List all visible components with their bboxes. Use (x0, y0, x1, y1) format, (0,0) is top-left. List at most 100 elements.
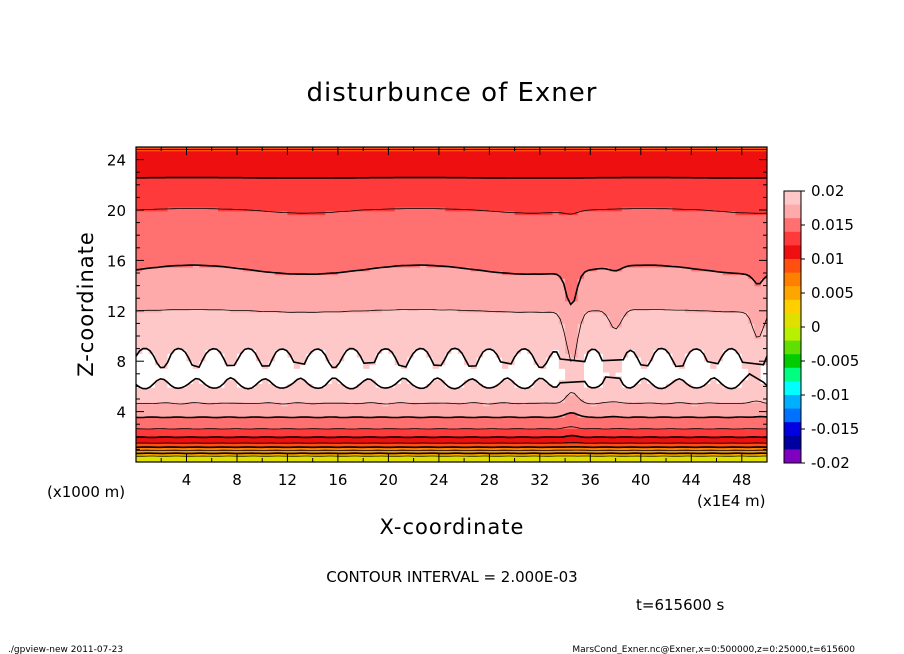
heatmap-cell (262, 383, 270, 388)
heatmap-cell (154, 300, 162, 306)
heatmap-cell (438, 285, 446, 291)
heatmap-cell (262, 372, 270, 377)
heatmap-cell (281, 383, 289, 388)
heatmap-cell (230, 357, 238, 362)
heatmap-cell (451, 300, 459, 306)
heatmap-cell (489, 439, 497, 444)
heatmap-cell (432, 420, 440, 426)
heatmap-cell (640, 387, 648, 392)
heatmap-cell (331, 405, 339, 411)
heatmap-cell (199, 409, 207, 414)
heatmap-cell (205, 364, 213, 369)
heatmap-cell (451, 390, 459, 396)
heatmap-cell (508, 394, 516, 399)
heatmap-cell (722, 312, 730, 317)
heatmap-cell (350, 327, 358, 332)
heatmap-cell (457, 315, 465, 321)
heatmap-cell (508, 387, 516, 392)
heatmap-cell (192, 428, 200, 433)
heatmap-cell (451, 447, 459, 452)
heatmap-cell (729, 338, 737, 343)
heatmap-cell (577, 304, 585, 309)
heatmap-cell (647, 319, 655, 324)
heatmap-cell (445, 293, 453, 298)
heatmap-cell (274, 364, 282, 369)
heatmap-cell (735, 458, 743, 462)
heatmap-cell (445, 364, 453, 369)
heatmap-cell (199, 398, 207, 403)
heatmap-cell (154, 447, 162, 452)
heatmap-cell (470, 439, 478, 444)
heatmap-cell (748, 402, 755, 407)
heatmap-cell (647, 420, 655, 426)
heatmap-cell (218, 315, 225, 321)
heatmap-cell (350, 375, 358, 381)
heatmap-cell (457, 274, 465, 279)
heatmap-cell (180, 297, 188, 302)
heatmap-cell (312, 398, 320, 403)
heatmap-cell (154, 405, 162, 411)
heatmap-cell (243, 413, 251, 418)
heatmap-cell (476, 372, 484, 377)
heatmap-cell (457, 282, 465, 287)
heatmap-cell (356, 285, 364, 291)
heatmap-cell (729, 360, 737, 366)
heatmap-cell (249, 413, 257, 418)
heatmap-cell (584, 304, 591, 309)
heatmap-cell (464, 402, 472, 407)
heatmap-cell (722, 420, 730, 426)
heatmap-cell (760, 345, 767, 351)
heatmap-cell (729, 368, 737, 373)
heatmap-cell (697, 357, 705, 362)
heatmap-cell (470, 390, 478, 396)
heatmap-cell (501, 282, 509, 287)
heatmap-cell (666, 327, 673, 332)
heatmap-cell (596, 289, 604, 294)
heatmap-cell (527, 312, 535, 317)
heatmap-cell (602, 300, 610, 306)
heatmap-cell (584, 458, 591, 462)
heatmap-cell (300, 312, 307, 317)
heatmap-cell (584, 432, 591, 437)
heatmap-cell (281, 300, 289, 306)
heatmap-cell (602, 274, 610, 279)
heatmap-cell (666, 323, 673, 328)
heatmap-cell (382, 447, 389, 452)
heatmap-cell (312, 274, 320, 279)
heatmap-cell (369, 342, 377, 347)
heatmap-cell (281, 357, 289, 362)
heatmap-cell (495, 342, 503, 347)
heatmap-cell (337, 327, 345, 332)
heatmap-cell (382, 413, 389, 418)
heatmap-cell (546, 435, 554, 441)
heatmap-cell (369, 274, 377, 279)
heatmap-cell (609, 398, 617, 403)
heatmap-cell (438, 368, 446, 373)
heatmap-cell (476, 293, 484, 298)
heatmap-cell (369, 417, 377, 422)
heatmap-cell (666, 372, 673, 377)
heatmap-cell (520, 420, 528, 426)
heatmap-cell (413, 420, 421, 426)
heatmap-cell (514, 330, 522, 336)
heatmap-cell (451, 293, 459, 298)
heatmap-cell (501, 439, 509, 444)
heatmap-cell (678, 405, 686, 411)
heatmap-cell (495, 323, 503, 328)
heatmap-cell (318, 319, 326, 324)
heatmap-cell (546, 282, 554, 287)
heatmap-cell (571, 443, 579, 448)
heatmap-cell (325, 443, 333, 448)
heatmap-cell (659, 387, 667, 392)
heatmap-cell (647, 409, 655, 414)
heatmap-cell (722, 428, 730, 433)
heatmap-cell (243, 375, 251, 381)
heatmap-cell (167, 428, 175, 433)
heatmap-cell (546, 402, 554, 407)
heatmap-cell (318, 394, 326, 399)
heatmap-cell (628, 383, 636, 388)
heatmap-cell (394, 345, 402, 351)
heatmap-cell (748, 364, 755, 369)
heatmap-cell (438, 454, 446, 459)
heatmap-cell (356, 293, 364, 298)
